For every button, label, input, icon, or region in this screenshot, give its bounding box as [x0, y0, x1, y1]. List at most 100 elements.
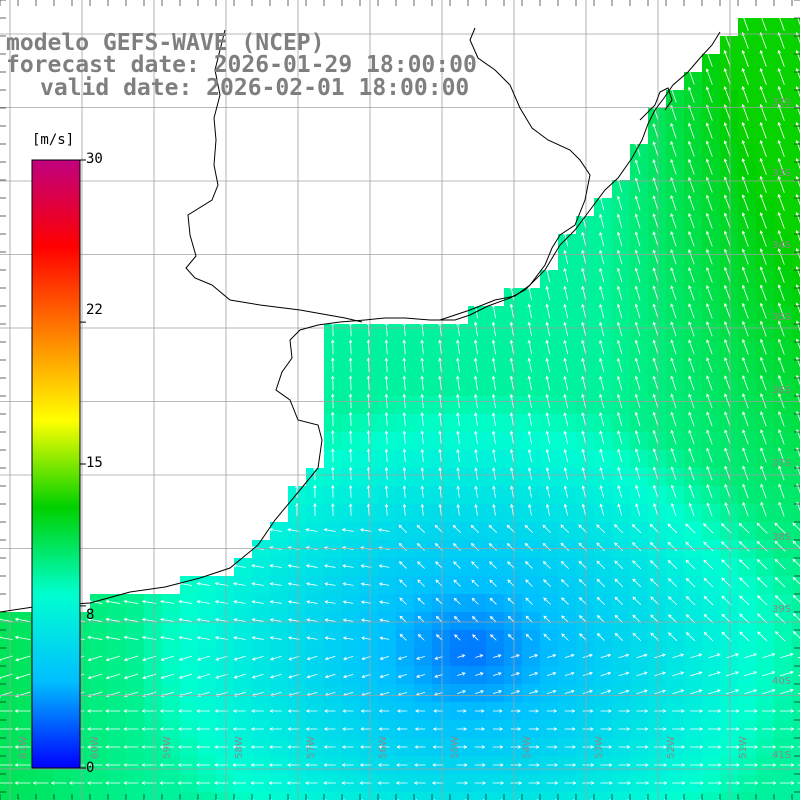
wind-vector-arrow	[438, 412, 442, 427]
wind-vector-arrow	[688, 484, 695, 499]
wind-vector-arrow	[510, 727, 522, 731]
wind-vector-arrow	[510, 709, 521, 713]
wind-vector-arrow	[474, 781, 487, 785]
wind-vector-arrow	[123, 655, 139, 662]
wind-vector-arrow	[582, 781, 595, 785]
wind-vector-arrow	[708, 745, 722, 749]
wind-vector-arrow	[87, 655, 103, 662]
wind-vector-arrow	[456, 339, 460, 355]
wind-vector-arrow	[177, 745, 193, 749]
wind-vector-arrow	[634, 448, 641, 463]
wind-speed-cell	[648, 792, 667, 800]
wind-vector-arrow	[414, 763, 426, 767]
wind-vector-arrow	[563, 357, 569, 373]
wind-vector-arrow	[795, 229, 800, 242]
wind-vector-arrow	[738, 559, 750, 570]
wind-vector-arrow	[105, 727, 121, 731]
wind-vector-arrow	[634, 231, 641, 247]
wind-vector-arrow	[509, 430, 514, 444]
wind-vector-arrow	[688, 176, 695, 193]
wind-vector-arrow	[650, 596, 660, 606]
wind-vector-arrow	[688, 357, 695, 373]
wind-vector-arrow	[178, 635, 192, 640]
wind-vector-arrow	[492, 448, 496, 462]
wind-vector-arrow	[420, 430, 424, 444]
wind-vector-arrow	[177, 781, 193, 785]
wind-vector-arrow	[377, 763, 390, 767]
wind-vector-arrow	[723, 158, 731, 175]
wind-speed-cell	[792, 504, 800, 523]
wind-vector-arrow	[417, 579, 425, 587]
wind-vector-arrow	[581, 267, 587, 283]
wind-vector-arrow	[616, 285, 623, 301]
wind-vector-arrow	[454, 634, 461, 641]
grid-label-lat: 35S	[772, 312, 792, 323]
wind-vector-arrow	[545, 485, 550, 498]
wind-vector-arrow	[670, 213, 677, 229]
wind-vector-arrow	[741, 284, 749, 301]
wind-vector-arrow	[528, 503, 532, 516]
wind-vector-arrow	[582, 689, 594, 695]
wind-vector-arrow	[402, 466, 407, 480]
wind-vector-arrow	[330, 429, 335, 445]
wind-vector-arrow	[420, 467, 425, 480]
wind-vector-arrow	[756, 559, 768, 570]
wind-vector-arrow	[456, 690, 467, 694]
wind-vector-arrow	[652, 357, 659, 373]
wind-vector-arrow	[600, 727, 613, 731]
wind-vector-arrow	[741, 139, 749, 157]
wind-speed-cell	[792, 684, 800, 703]
wind-vector-arrow	[654, 745, 667, 749]
wind-vector-arrow	[268, 763, 282, 767]
grid-label-lon: 57W	[305, 736, 317, 759]
wind-vector-arrow	[668, 614, 678, 624]
wind-vector-arrow	[395, 781, 408, 785]
wind-vector-arrow	[330, 411, 335, 427]
wind-vector-arrow	[399, 633, 407, 641]
wind-vector-arrow	[792, 558, 800, 567]
wind-vector-arrow	[384, 448, 389, 462]
wind-vector-arrow	[341, 528, 354, 532]
wind-vector-arrow	[545, 430, 551, 444]
wind-vector-arrow	[324, 655, 336, 661]
wind-vector-arrow	[384, 375, 389, 391]
wind-vector-arrow	[685, 577, 696, 588]
wind-vector-arrow	[420, 485, 425, 498]
wind-vector-arrow	[778, 411, 785, 427]
wind-vector-arrow	[672, 745, 686, 749]
wind-vector-arrow	[564, 653, 575, 659]
wind-vector-arrow	[473, 321, 478, 337]
wind-vector-arrow	[632, 614, 642, 624]
wind-vector-arrow	[795, 49, 800, 62]
wind-vector-arrow	[491, 412, 496, 427]
wind-speed-cell	[792, 126, 800, 145]
wind-vector-arrow	[474, 467, 478, 480]
colorbar-tick-label-15: 15	[86, 455, 103, 471]
wind-vector-arrow	[652, 321, 659, 337]
wind-vector-arrow	[759, 121, 767, 139]
wind-vector-arrow	[313, 484, 317, 498]
wind-vector-arrow	[600, 671, 612, 677]
wind-vector-arrow	[705, 140, 713, 157]
wind-vector-arrow	[670, 411, 677, 427]
wind-vector-arrow	[795, 121, 800, 134]
wind-vector-arrow	[306, 673, 318, 679]
wind-vector-arrow	[416, 656, 425, 660]
wind-vector-arrow	[564, 727, 576, 731]
wind-vector-arrow	[668, 632, 678, 642]
wind-vector-arrow	[613, 524, 624, 534]
wind-vector-arrow	[703, 541, 714, 552]
wind-speed-cell	[756, 792, 775, 800]
wind-vector-arrow	[87, 745, 103, 749]
wind-vector-arrow	[434, 656, 443, 660]
wind-speed-cell	[792, 306, 800, 325]
wind-vector-arrow	[777, 320, 785, 337]
wind-vector-arrow	[759, 320, 767, 337]
wind-vector-arrow	[685, 632, 696, 642]
wind-vector-arrow	[667, 523, 678, 534]
grid-label-lon: 55W	[449, 736, 461, 759]
wind-vector-arrow	[756, 540, 768, 552]
wind-vector-arrow	[618, 727, 631, 731]
wind-vector-arrow	[105, 763, 121, 767]
wind-speed-cell	[234, 792, 253, 800]
